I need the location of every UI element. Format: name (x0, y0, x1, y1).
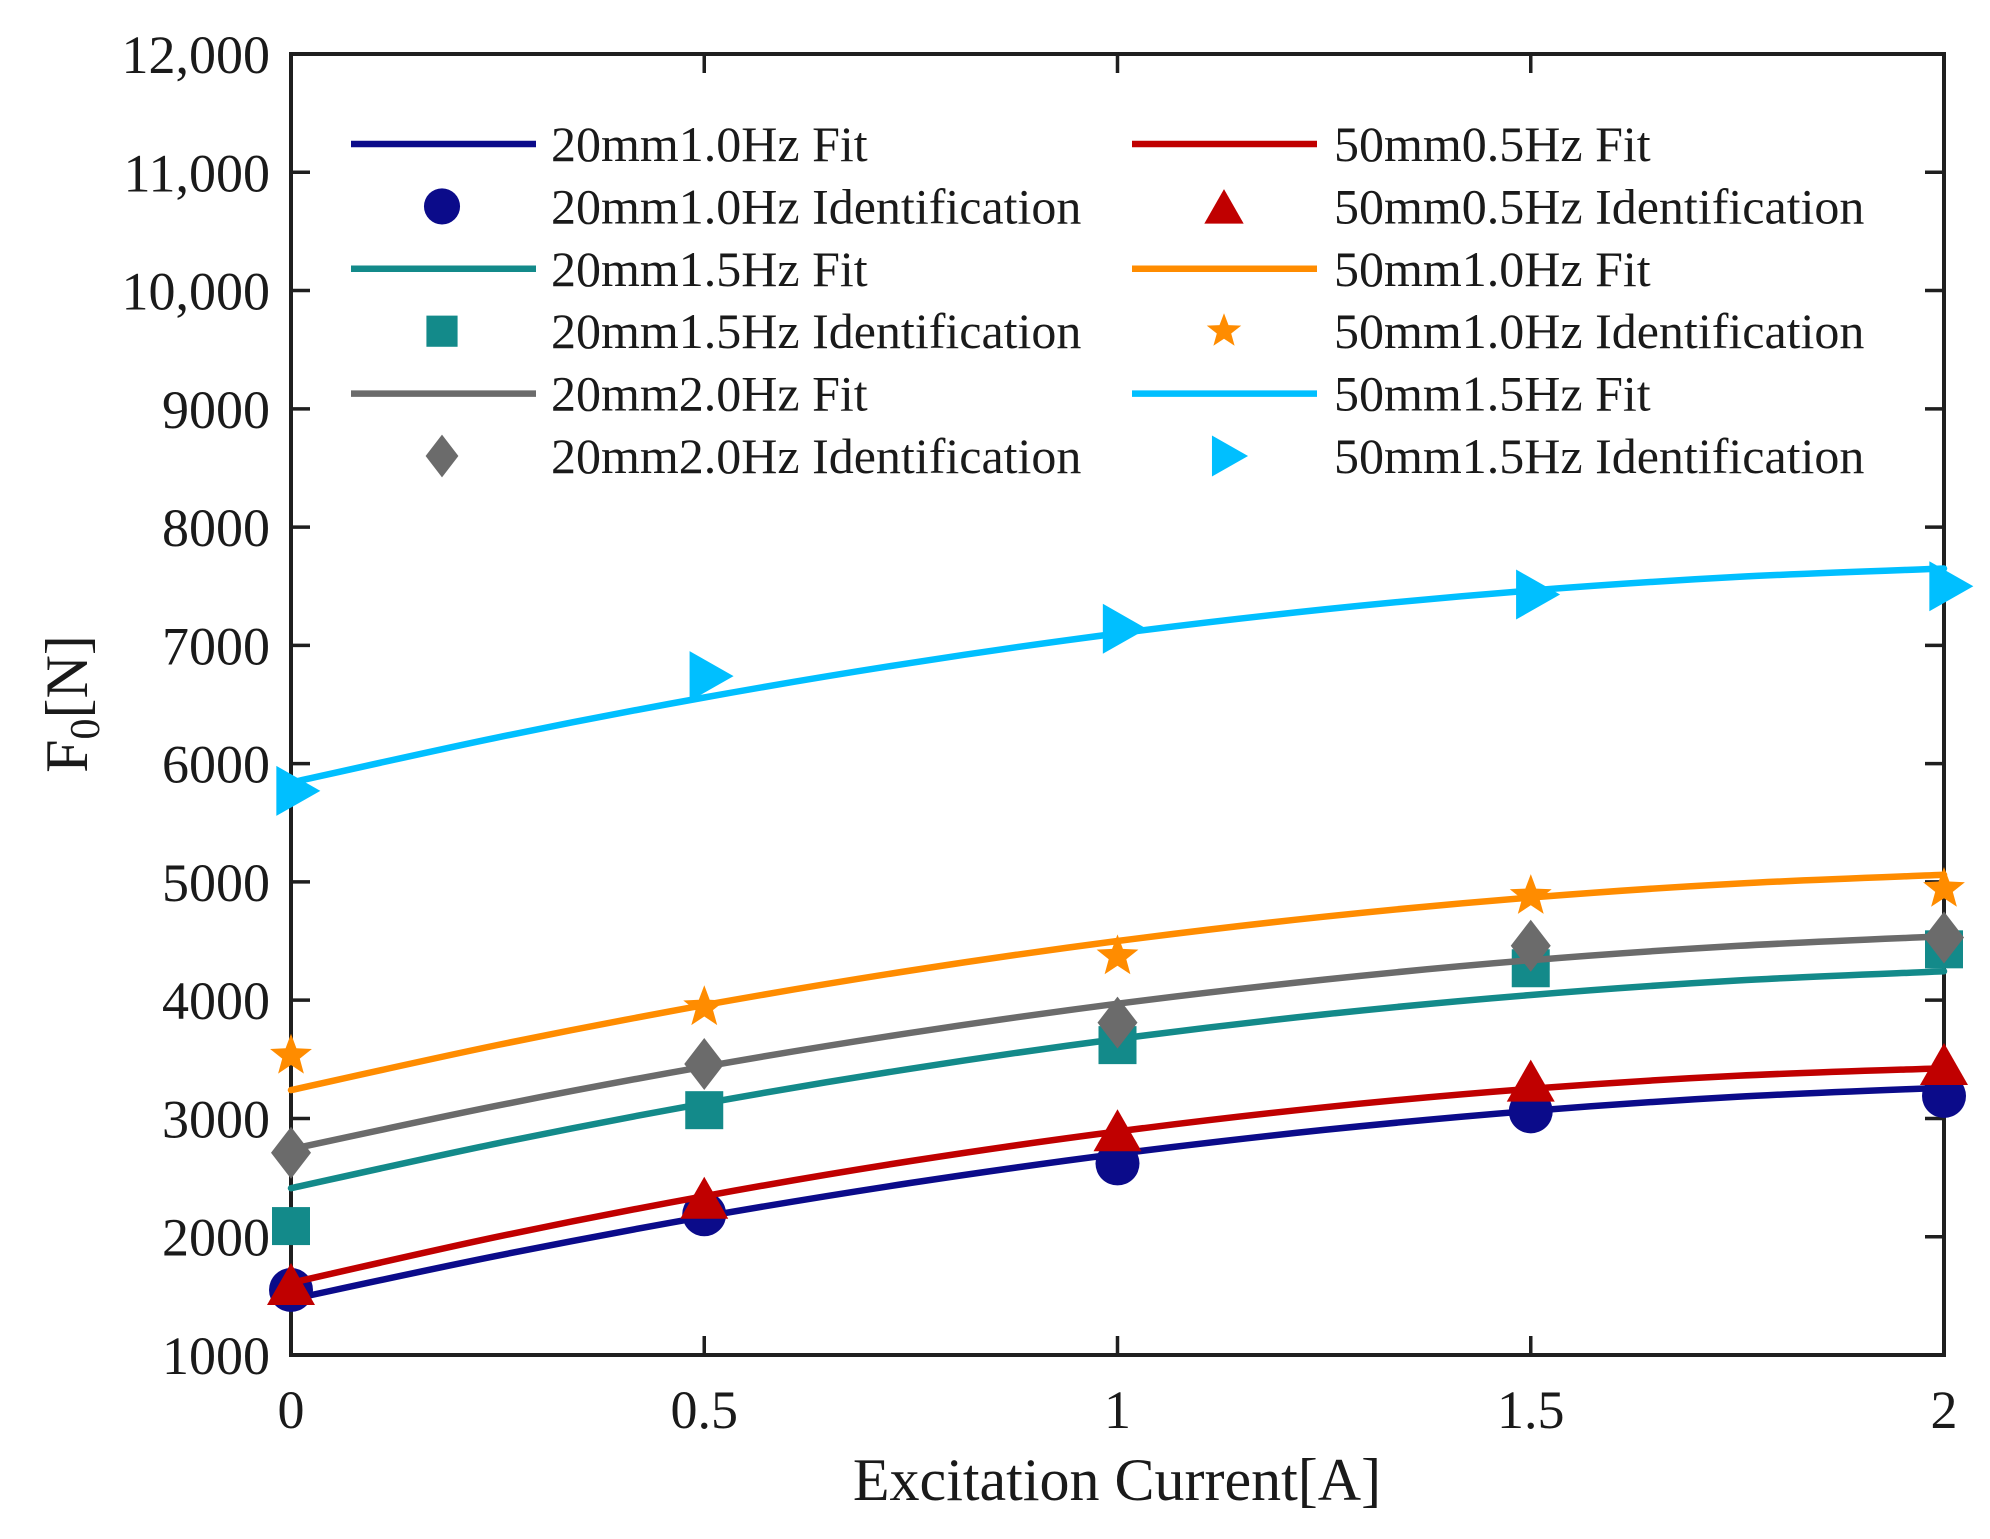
diamond-data-point (1924, 911, 1964, 964)
legend-label: 50mm1.5Hz Fit (1334, 366, 1651, 422)
y-axis-label-subscript: 0 (63, 718, 109, 739)
legend-entry: 20mm1.5Hz Fit (351, 241, 868, 297)
legend-entry: 50mm0.5Hz Fit (1132, 116, 1651, 172)
legend-marker-sample (1211, 435, 1249, 477)
legend-entry: 20mm1.5Hz Identification (426, 303, 1081, 359)
star-data-point (1096, 934, 1139, 975)
star-data-point (270, 1033, 312, 1074)
square-data-point (272, 1207, 310, 1246)
y-tick-label: 12,000 (122, 25, 271, 85)
y-axis-label-base: F (34, 739, 100, 772)
legend-label: 20mm2.0Hz Identification (551, 428, 1081, 484)
axis-tick-labels: 1000 2000 3000 4000 5000 6000 7000 8000 9000 10,0… (122, 25, 1958, 1440)
x-axis-label: Excitation Current[A] (853, 1447, 1381, 1513)
triangle-right-data-point (276, 765, 321, 816)
triangle-up-data-point (1093, 1109, 1142, 1152)
diamond-data-point (684, 1038, 725, 1091)
legend-label: 20mm1.5Hz Identification (551, 303, 1081, 359)
y-axis-label-unit: [N] (34, 635, 100, 718)
triangle-right-data-point (1102, 603, 1147, 654)
y-tick-label: 10,000 (122, 262, 271, 322)
diamond-data-point (1097, 996, 1138, 1049)
plot-series (267, 561, 1974, 1312)
legend-marker-sample (1204, 189, 1244, 224)
legend-entry: 50mm1.5Hz Identification (1211, 428, 1864, 484)
legend-label: 50mm0.5Hz Fit (1334, 116, 1651, 172)
y-tick-label: 5000 (162, 853, 270, 913)
triangle-up-data-point (267, 1263, 315, 1306)
legend-label: 20mm1.5Hz Fit (551, 241, 868, 297)
triangle-up-data-point (1920, 1043, 1968, 1086)
identification-series (276, 561, 1974, 816)
y-tick-label: 9000 (162, 380, 270, 440)
triangle-right-data-point (1929, 561, 1974, 612)
y-tick-label: 8000 (162, 498, 270, 558)
star-data-point (1509, 874, 1552, 914)
legend-entry: 20mm1.0Hz Fit (351, 116, 868, 172)
y-tick-label: 11,000 (124, 143, 271, 203)
legend-label: 50mm1.0Hz Identification (1334, 303, 1864, 359)
legend-label: 50mm1.5Hz Identification (1334, 428, 1864, 484)
diamond-data-point (271, 1126, 311, 1179)
triangle-up-data-point (1506, 1059, 1555, 1102)
legend-label: 20mm1.0Hz Fit (551, 116, 868, 172)
legend-label: 50mm1.0Hz Fit (1334, 241, 1651, 297)
legend-label: 20mm1.0Hz Identification (551, 178, 1081, 234)
legend-label: 20mm2.0Hz Fit (551, 366, 868, 422)
legend-marker-sample (423, 188, 461, 225)
y-tick-label: 4000 (162, 971, 270, 1031)
y-tick-label: 6000 (162, 735, 270, 795)
legend-entry: 20mm2.0Hz Fit (351, 366, 868, 422)
star-data-point (1923, 867, 1965, 907)
identification-series (267, 1043, 1968, 1306)
legend-entry: 50mm1.5Hz Fit (1132, 366, 1651, 422)
star-data-point (683, 985, 726, 1026)
legend-entry: 50mm1.0Hz Identification (1206, 303, 1864, 359)
legend-marker-sample (425, 434, 459, 478)
legend-entry: 20mm1.0Hz Identification (423, 178, 1081, 234)
legend-marker-sample (426, 315, 458, 347)
diamond-data-point (1510, 919, 1551, 972)
legend-entry: 50mm0.5Hz Identification (1204, 178, 1864, 234)
legend-entry: 20mm2.0Hz Identification (425, 428, 1081, 484)
legend-entry: 50mm1.0Hz Fit (1132, 241, 1651, 297)
y-tick-label: 3000 (162, 1089, 270, 1149)
legend: 20mm1.0Hz Fit 20mm1.0Hz Identification 20m… (351, 116, 1864, 484)
legend-label: 50mm0.5Hz Identification (1334, 178, 1864, 234)
legend-marker-sample (1206, 313, 1242, 346)
y-axis-label: F0[N] (34, 635, 109, 773)
x-tick-label: 0 (278, 1380, 305, 1440)
square-data-point (685, 1091, 724, 1130)
y-tick-label: 1000 (162, 1326, 270, 1386)
y-tick-label: 2000 (162, 1208, 270, 1268)
x-tick-label: 2 (1931, 1380, 1958, 1440)
x-tick-label: 1 (1104, 1380, 1131, 1440)
triangle-right-data-point (1516, 569, 1561, 620)
triangle-up-data-point (680, 1176, 729, 1219)
circle-data-point (1095, 1141, 1140, 1186)
identification-series (270, 867, 1965, 1074)
x-tick-label: 1.5 (1497, 1380, 1565, 1440)
identification-series (271, 911, 1964, 1179)
triangle-right-data-point (689, 651, 734, 702)
x-tick-label: 0.5 (671, 1380, 739, 1440)
y-tick-label: 7000 (162, 616, 270, 676)
